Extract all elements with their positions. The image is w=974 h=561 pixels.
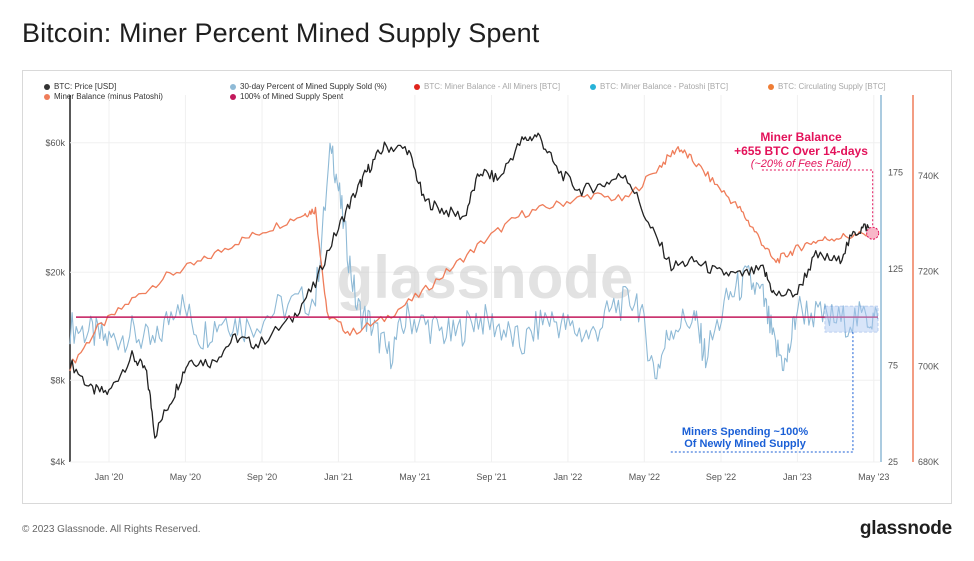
legend-label: BTC: Miner Balance - Patoshi [BTC]	[600, 82, 729, 91]
legend-dot-icon	[44, 93, 50, 100]
y-left-tick-label: $8k	[50, 375, 65, 385]
legend-label: Miner Balance (minus Patoshi)	[54, 92, 163, 101]
legend-label: BTC: Price [USD]	[54, 82, 117, 91]
annotation-miner-balance: Miner Balance +655 BTC Over 14-days (~20…	[726, 130, 876, 170]
x-tick-label: May '21	[399, 472, 430, 482]
series-miner-balance-line	[69, 146, 879, 372]
x-tick-label: May '23	[858, 472, 889, 482]
legend-item-miner-balance-all[interactable]: BTC: Miner Balance - All Miners [BTC]	[414, 82, 560, 91]
x-tick-label: May '20	[170, 472, 201, 482]
x-tick-label: Jan '21	[324, 472, 353, 482]
y-right-tick-label: 700K	[918, 362, 939, 372]
series-price-line	[69, 132, 878, 439]
legend-item-reference[interactable]: 100% of Mined Supply Spent	[230, 92, 343, 101]
axis-ticks: Jan '20 May '20 Sep '20 Jan '21 May '21 Sep '…	[45, 138, 939, 482]
annotation-line: Miners Spending ~100%	[681, 426, 809, 438]
series-layer	[69, 132, 879, 439]
legend-item-circulating-supply[interactable]: BTC: Circulating Supply [BTC]	[768, 82, 886, 91]
connector-red	[760, 169, 874, 226]
annotation-line: (~20% of Fees Paid)	[750, 158, 852, 170]
legend-label: BTC: Circulating Supply [BTC]	[778, 82, 886, 91]
brand-logo: glassnode	[859, 518, 952, 539]
legend-item-percent-sold[interactable]: 30-day Percent of Mined Supply Sold (%)	[230, 82, 387, 91]
annotation-overlays	[670, 169, 880, 453]
highlight-box	[824, 305, 879, 333]
y-right-tick-label: 680K	[918, 457, 939, 467]
y-left-tick-label: $20k	[45, 267, 65, 277]
x-tick-label: Sep '21	[476, 472, 506, 482]
legend-item-price[interactable]: BTC: Price [USD]	[44, 82, 116, 91]
chart-title: Bitcoin: Miner Percent Mined Supply Spen…	[22, 18, 540, 48]
legend-dot-icon	[230, 93, 236, 100]
legend-label: 100% of Mined Supply Spent	[240, 92, 344, 101]
x-tick-label: Jan '20	[95, 472, 124, 482]
legend-dot-icon	[590, 83, 596, 90]
watermark: glassnode	[337, 244, 634, 311]
x-tick-label: Jan '23	[783, 472, 812, 482]
y-left-tick-label: $4k	[50, 457, 65, 467]
x-tick-label: Sep '22	[706, 472, 736, 482]
y-right-tick-label: 740K	[918, 171, 939, 181]
annotation-line: +655 BTC Over 14-days	[734, 144, 868, 158]
y-mid-tick-label: 175	[888, 167, 903, 177]
grid	[69, 95, 914, 463]
x-tick-label: Sep '20	[247, 472, 277, 482]
annotation-miners-spending: Miners Spending ~100% Of Newly Mined Sup…	[650, 426, 840, 450]
legend-dot-icon	[44, 83, 50, 90]
y-right-tick-label: 720K	[918, 266, 939, 276]
legend-label: BTC: Miner Balance - All Miners [BTC]	[424, 82, 561, 91]
legend-item-miner-balance[interactable]: Miner Balance (minus Patoshi)	[44, 92, 163, 101]
annotation-line: Of Newly Mined Supply	[684, 438, 806, 450]
legend-dot-icon	[768, 83, 774, 90]
copyright: © 2023 Glassnode. All Rights Reserved.	[22, 524, 201, 535]
y-left-tick-label: $60k	[45, 138, 65, 148]
x-tick-label: May '22	[629, 472, 660, 482]
series-percent-sold-line	[69, 142, 879, 380]
y-mid-tick-label: 125	[888, 264, 903, 274]
x-tick-label: Jan '22	[554, 472, 583, 482]
legend-label: 30-day Percent of Mined Supply Sold (%)	[240, 82, 387, 91]
highlight-circle	[866, 226, 880, 240]
annotation-line: Miner Balance	[760, 130, 842, 144]
legend-dot-icon	[414, 83, 420, 90]
legend-dot-icon	[230, 83, 236, 90]
y-mid-tick-label: 25	[888, 457, 898, 467]
legend-item-miner-balance-patoshi[interactable]: BTC: Miner Balance - Patoshi [BTC]	[590, 82, 728, 91]
connector-blue	[670, 332, 854, 453]
y-mid-tick-label: 75	[888, 360, 898, 370]
